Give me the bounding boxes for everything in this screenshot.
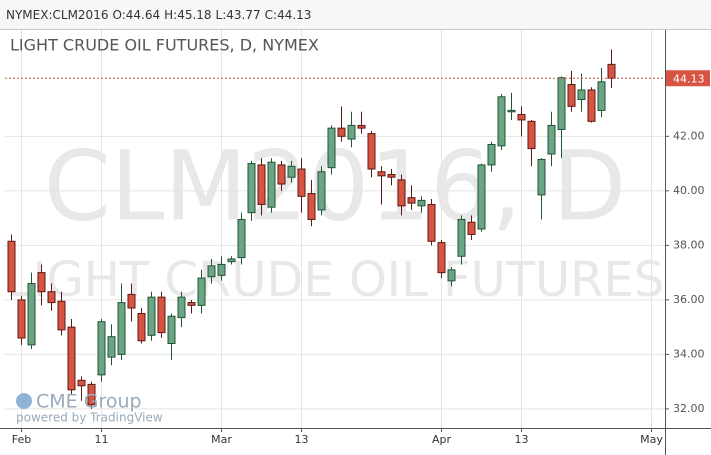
x-tick-label: May [640, 433, 663, 446]
candle-body [317, 171, 326, 211]
candle-body [567, 84, 576, 107]
last-price-box [666, 70, 710, 87]
ohlc-label: C: [265, 8, 277, 22]
candle-body [327, 127, 336, 169]
candle-body [447, 269, 456, 282]
candle-body [597, 81, 606, 111]
candle-body [187, 302, 196, 306]
candle-body [287, 165, 296, 178]
candle-body [547, 124, 556, 155]
candle-body [587, 89, 596, 122]
y-tick-label: 38.00 [673, 238, 705, 251]
y-tick-label: 42.00 [673, 129, 705, 142]
candle-body [337, 127, 346, 137]
candle-body [417, 199, 426, 207]
candle-body [247, 163, 256, 214]
x-tick-label: 11 [95, 433, 109, 446]
logo-text: CME Group [36, 391, 142, 413]
candle-body [47, 291, 56, 304]
candle-body [87, 383, 96, 406]
candle-body [427, 203, 436, 242]
candle-body [277, 164, 286, 185]
powered-by: powered by TradingView [16, 411, 163, 425]
candle-body [7, 240, 16, 293]
ohlc-value: 44.13 [277, 8, 311, 22]
candle-body [67, 326, 76, 391]
candle-body [477, 164, 486, 230]
candle-body [527, 120, 536, 150]
candle-body [387, 173, 396, 178]
candle-body [37, 272, 46, 293]
candle-body [117, 302, 126, 355]
candle-body [467, 221, 476, 235]
y-tick-label: 40.00 [673, 184, 705, 197]
x-tick-label: Apr [432, 433, 452, 446]
ohlc-label: H: [164, 8, 177, 22]
last-price-label: 44.13 [673, 72, 705, 85]
candle-body [197, 277, 206, 306]
candle-body [367, 133, 376, 170]
x-tick-label: Feb [12, 433, 31, 446]
candle-body [507, 109, 516, 113]
candle-body [297, 168, 306, 197]
candle-body [497, 96, 506, 147]
logo: CME Group powered by TradingView [16, 391, 163, 425]
candle-body [397, 179, 406, 207]
watermark-name: LIGHT CRUDE OIL FUTURES [6, 252, 665, 308]
candle-body [437, 242, 446, 274]
candle-body [27, 283, 36, 346]
ohlc-label: L: [216, 8, 227, 22]
header: NYMEX:CLM2016 O:44.64 H:45.18 L:43.77 C:44.1… [6, 8, 311, 22]
candle-body [407, 197, 416, 204]
candle-body [77, 379, 86, 387]
candle-body [147, 296, 156, 336]
candle-body [57, 300, 66, 331]
x-tick-label: 13 [515, 433, 529, 446]
candle-body [347, 124, 356, 140]
ohlc-value: 45.18 [177, 8, 211, 22]
ohlc-value: 44.64 [126, 8, 160, 22]
ohlc-value: 43.77 [226, 8, 260, 22]
candle-body [357, 124, 366, 129]
candle-body [537, 158, 546, 196]
symbol: NYMEX:CLM2016 [6, 8, 108, 22]
candle-body [517, 114, 526, 121]
candle-body [557, 77, 566, 131]
candle-body [157, 296, 166, 334]
candle-body [17, 299, 26, 339]
candle-body [137, 313, 146, 342]
y-tick-label: 32.00 [673, 402, 705, 415]
candle-body [257, 164, 266, 205]
candle-body [127, 293, 136, 309]
logo-icon [16, 393, 32, 409]
candle-body [457, 218, 466, 257]
candle-body [167, 315, 176, 344]
candle-body [227, 258, 236, 263]
candle-body [267, 161, 276, 208]
candle-body [607, 63, 616, 79]
candle-body [487, 143, 496, 166]
candle-body [307, 193, 316, 220]
x-tick-label: 13 [295, 433, 309, 446]
x-tick-label: Mar [211, 433, 232, 446]
candle-body [177, 296, 186, 319]
chart-title: LIGHT CRUDE OIL FUTURES, D, NYMEX [10, 36, 319, 55]
ohlc-label: O: [112, 8, 125, 22]
y-tick-label: 34.00 [673, 347, 705, 360]
candle-body [207, 265, 216, 278]
candle-body [217, 263, 226, 276]
candle-body [237, 218, 246, 259]
header-bar [0, 0, 711, 29]
candle-body [97, 321, 106, 376]
candle-body [377, 171, 386, 177]
y-tick-label: 36.00 [673, 293, 705, 306]
candle-body [577, 89, 586, 101]
candle-body [107, 336, 116, 358]
